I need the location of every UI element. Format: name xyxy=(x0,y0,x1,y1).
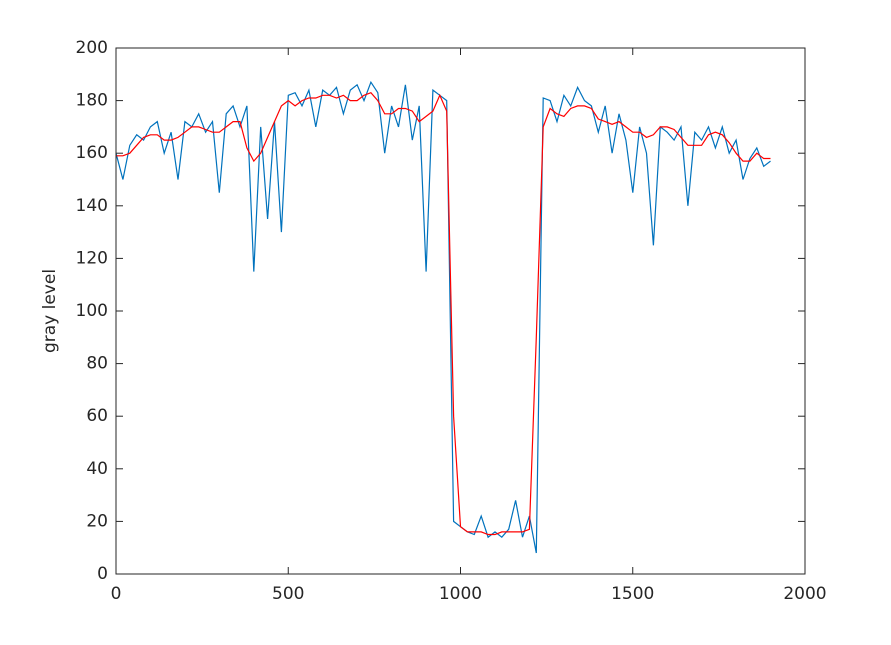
y-axis-label: gray level xyxy=(40,269,60,353)
y-tick-label: 180 xyxy=(76,91,108,111)
y-tick-label: 40 xyxy=(86,459,108,479)
axes-box xyxy=(115,47,806,575)
y-tick-label: 140 xyxy=(76,196,108,216)
y-tick-label: 80 xyxy=(86,354,108,374)
line-series xyxy=(116,91,771,536)
x-tick-label: 1000 xyxy=(439,584,482,604)
y-tick-label: 200 xyxy=(76,38,108,58)
x-tick-label: 0 xyxy=(111,584,122,604)
y-tick-label: 20 xyxy=(86,511,108,531)
y-tick-label: 100 xyxy=(76,301,108,321)
y-tick-label: 120 xyxy=(76,248,108,268)
y-tick-label: 0 xyxy=(97,564,108,584)
line-series xyxy=(115,80,771,554)
y-tick-label: 60 xyxy=(86,406,108,426)
x-tick-label: 500 xyxy=(272,584,304,604)
x-tick-label: 2000 xyxy=(783,584,826,604)
y-tick-label: 160 xyxy=(76,143,108,163)
x-tick-label: 1500 xyxy=(611,584,654,604)
